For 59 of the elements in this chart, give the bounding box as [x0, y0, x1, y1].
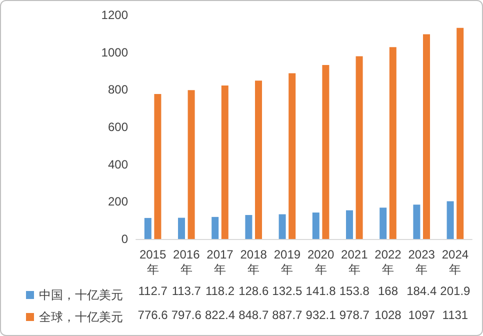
data-label: 848.7	[238, 308, 269, 322]
bar	[356, 56, 363, 239]
y-tick-label: 1000	[101, 45, 128, 60]
bar	[245, 214, 252, 239]
data-label: 1131	[442, 308, 468, 322]
bar	[178, 218, 185, 239]
data-label: 118.2	[205, 284, 235, 298]
x-tick-label: 2022年	[374, 248, 402, 276]
x-tick-label: 2017年	[206, 248, 234, 276]
data-label: 113.7	[172, 284, 202, 298]
y-tick-label: 400	[108, 157, 128, 172]
data-label: 184.4	[406, 284, 437, 298]
bar	[446, 201, 454, 239]
legend-label: 全球，十亿美元	[39, 310, 123, 324]
data-label: 112.7	[138, 284, 168, 298]
x-tick-label: 2020年	[307, 248, 334, 276]
data-label: 776.6	[138, 308, 168, 322]
bar	[423, 34, 430, 239]
bar	[456, 28, 464, 239]
data-label: 168	[378, 284, 398, 298]
y-tick-label: 800	[108, 82, 128, 97]
legend-label: 中国，十亿美元	[39, 288, 123, 302]
y-tick-label: 1200	[101, 8, 128, 22]
bar	[346, 210, 353, 239]
data-label: 822.4	[204, 308, 236, 322]
y-tick-label: 0	[121, 232, 128, 246]
bar	[312, 212, 320, 239]
bar	[380, 208, 387, 239]
data-label: 153.8	[339, 284, 370, 298]
data-label: 797.6	[171, 308, 202, 322]
bar	[188, 90, 195, 239]
bar	[221, 85, 228, 239]
data-label: 128.6	[238, 284, 269, 298]
data-label: 887.7	[272, 308, 303, 322]
x-tick-label: 2015年	[139, 248, 166, 276]
data-label: 1028	[374, 308, 402, 322]
bar	[255, 80, 262, 239]
y-tick-label: 600	[108, 120, 128, 134]
data-label: 978.7	[339, 308, 370, 322]
data-label: 141.8	[306, 284, 336, 298]
x-tick-label: 2018年	[240, 248, 268, 276]
data-label: 932.1	[306, 308, 336, 322]
bar	[278, 214, 286, 239]
x-tick-label: 2021年	[341, 248, 368, 276]
x-tick-label: 2023年	[408, 248, 436, 276]
data-label: 201.9	[440, 284, 471, 298]
y-tick-label: 200	[108, 194, 128, 209]
x-tick-label: 2024年	[442, 248, 469, 276]
bar	[288, 73, 296, 239]
bar	[413, 204, 420, 239]
bar	[212, 216, 219, 239]
data-label: 132.5	[272, 284, 303, 298]
data-label: 1097	[408, 308, 436, 322]
bar	[389, 47, 396, 239]
bar	[322, 65, 330, 239]
bar	[144, 218, 152, 239]
x-tick-label: 2019年	[274, 248, 301, 276]
x-tick-label: 2016年	[173, 248, 200, 276]
bar	[154, 94, 162, 239]
